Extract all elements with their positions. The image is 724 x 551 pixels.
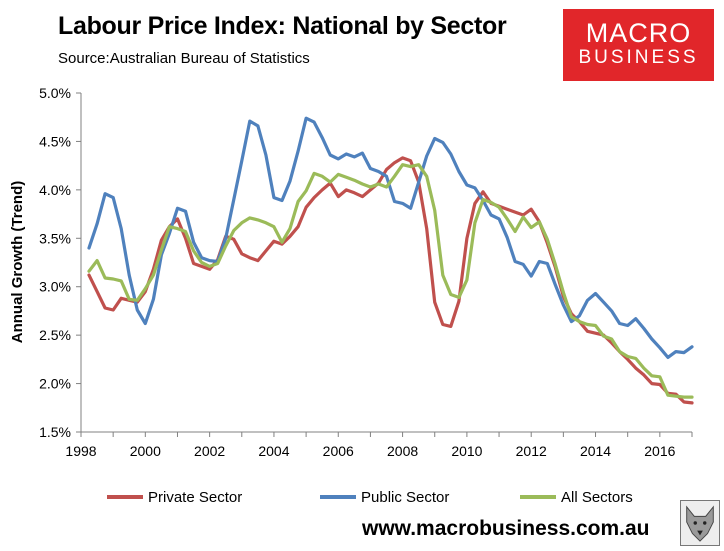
x-tick-label: 2014 [580,443,611,459]
y-tick-label: 4.5% [39,133,71,149]
y-tick-label: 3.5% [39,230,71,246]
x-tick-label: 2012 [516,443,547,459]
legend-label: All Sectors [561,489,633,506]
x-tick-label: 2016 [644,443,675,459]
x-tick-label: 2002 [194,443,225,459]
chart-legend: Private Sector Public Sector All Sectors [107,489,633,506]
y-tick-label: 3.0% [39,279,71,295]
x-tick-label: 2006 [323,443,354,459]
x-tick-label: 2000 [130,443,161,459]
legend-label: Public Sector [361,489,449,506]
x-tick-label: 1998 [65,443,96,459]
x-tick-label: 2004 [258,443,289,459]
chart-axes: 1.5% 2.0% 2.5% 3.0% 3.5% 4.0% 4.5% 5.0% 1998 2000… [39,85,692,459]
chart-series [89,118,692,403]
y-tick-label: 1.5% [39,424,71,440]
series-line-private-sector [89,158,692,403]
y-tick-label: 2.0% [39,376,71,392]
y-tick-label: 5.0% [39,85,71,101]
series-line-public-sector [89,118,692,357]
legend-label: Private Sector [148,489,242,506]
footer-url: www.macrobusiness.com.au [362,517,649,541]
line-chart: 1.5% 2.0% 2.5% 3.0% 3.5% 4.0% 4.5% 5.0% 1998 2000… [0,0,724,551]
x-tick-label: 2010 [451,443,482,459]
y-tick-label: 2.5% [39,327,71,343]
y-tick-label: 4.0% [39,182,71,198]
x-tick-label: 2008 [387,443,418,459]
y-axis-label: Annual Growth (Trend) [9,181,26,344]
series-line-all-sectors [89,165,692,397]
wolf-logo-icon [680,500,720,546]
